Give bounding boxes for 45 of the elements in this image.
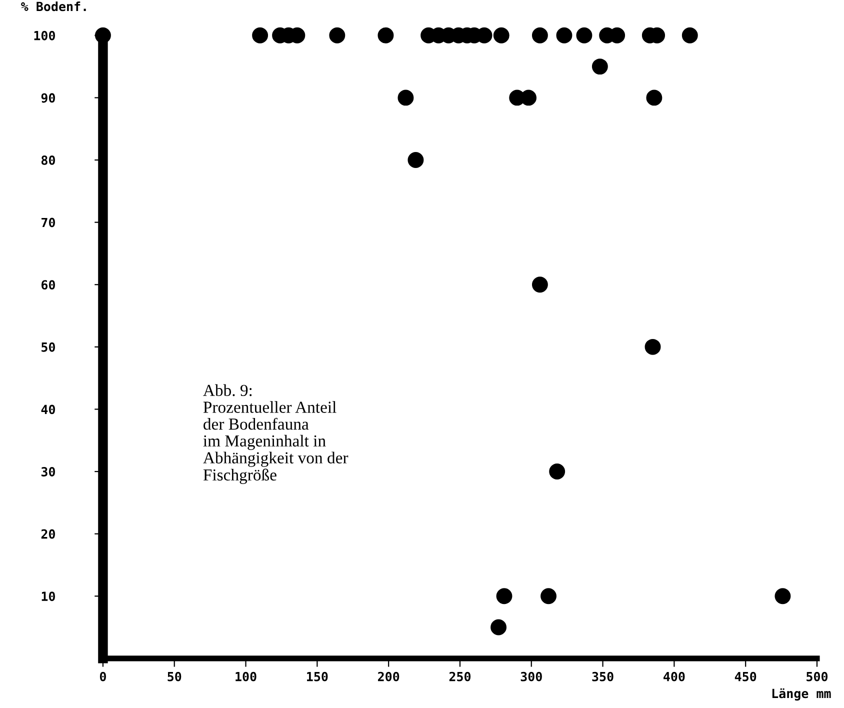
point [520, 90, 537, 106]
point [329, 27, 346, 44]
y-tick-label: 40 [41, 404, 55, 414]
x-tick-label: 50 [168, 672, 182, 682]
point [252, 27, 268, 44]
point [540, 588, 556, 604]
point [774, 588, 791, 604]
point [682, 27, 698, 44]
point [646, 90, 662, 106]
point [493, 27, 510, 44]
point [576, 27, 592, 44]
y-tick-label: 90 [41, 93, 55, 103]
point [496, 588, 512, 604]
x-tick-label: 400 [664, 672, 685, 682]
y-tick-label: 50 [42, 342, 55, 352]
point [532, 27, 548, 44]
y-tick-label: 20 [41, 529, 55, 539]
x-tick-label: 250 [449, 672, 471, 682]
y-tick-label: 70 [42, 218, 55, 228]
point [592, 58, 608, 75]
x-tick-label: 0 [100, 672, 106, 682]
x-tick-label: 200 [378, 672, 400, 682]
point [644, 338, 661, 355]
x-tick-label: 500 [806, 672, 828, 682]
annotation: Abb. 9: Prozentueller Anteil der Bodenfauna im Mageninhalt in Abhängigkeit von der Fischgröße [203, 384, 348, 484]
x-tick-label: 150 [307, 672, 328, 682]
point [556, 27, 572, 44]
x-tick-label: 100 [236, 672, 256, 682]
point [549, 464, 566, 480]
x-tick-label: 300 [520, 672, 542, 682]
point [490, 619, 507, 636]
y-tick-label: 100 [34, 30, 55, 40]
y-tick-label: 60 [41, 280, 55, 290]
y-axis-title: % Bodenf. [21, 1, 86, 12]
x-axis-title: Länge mm [772, 688, 831, 701]
y-tick-label: 80 [41, 155, 55, 165]
y-tick-label: 10 [42, 592, 55, 602]
y-tick-label: 30 [41, 467, 55, 476]
point [398, 90, 414, 106]
point [378, 27, 394, 44]
point [408, 152, 424, 168]
point [532, 276, 548, 293]
point [94, 27, 111, 44]
x-tick-label: 350 [592, 672, 614, 682]
x-tick-label: 450 [734, 672, 756, 682]
